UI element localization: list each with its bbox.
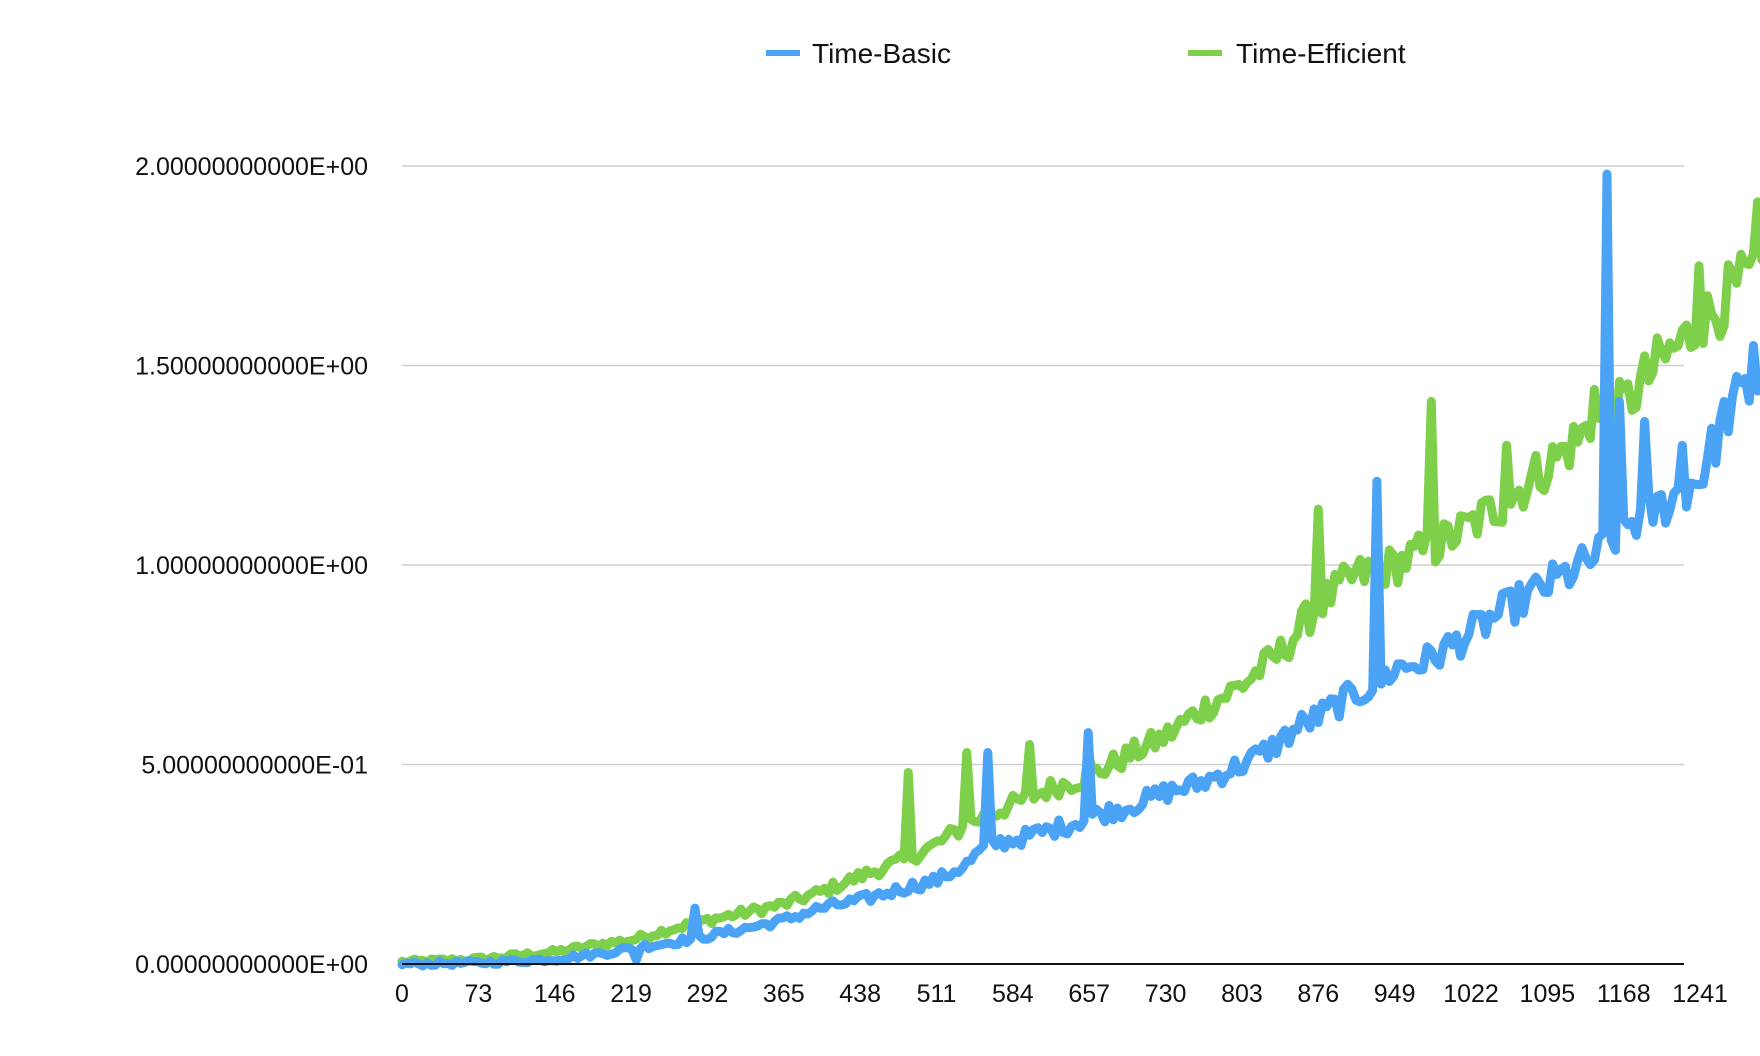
- x-tick-label: 1241: [1672, 980, 1728, 1008]
- chart-legend: Time-Basic Time-Efficient: [766, 38, 1406, 69]
- y-tick-labels: 0.00000000000E+00 5.00000000000E-01 1.0000…: [135, 153, 368, 979]
- x-tick-label: 1095: [1520, 980, 1576, 1008]
- x-tick-label: 657: [1068, 980, 1110, 1008]
- series-line-time-basic: [397, 169, 1760, 971]
- x-tick-label: 803: [1221, 980, 1263, 1008]
- x-tick-label: 949: [1374, 980, 1416, 1008]
- y-tick-label: 5.00000000000E-01: [141, 752, 368, 780]
- x-tick-label: 292: [687, 980, 729, 1008]
- x-tick-label: 584: [992, 980, 1034, 1008]
- x-tick-label: 1022: [1443, 980, 1499, 1008]
- x-tick-label: 0: [395, 980, 409, 1008]
- y-tick-label: 2.00000000000E+00: [135, 153, 368, 181]
- y-tick-label: 1.00000000000E+00: [135, 552, 368, 580]
- legend-label-time-efficient: Time-Efficient: [1236, 38, 1406, 69]
- x-tick-label: 146: [534, 980, 576, 1008]
- gridlines: [402, 165, 1684, 766]
- x-tick-label: 730: [1145, 980, 1187, 1008]
- x-tick-label: 73: [464, 980, 492, 1008]
- x-tick-label: 1168: [1597, 980, 1651, 1008]
- x-tick-label: 511: [917, 980, 957, 1008]
- x-tick-label: 438: [839, 980, 881, 1008]
- series-layer: [397, 169, 1760, 971]
- x-tick-label: 876: [1297, 980, 1339, 1008]
- x-tick-label: 365: [763, 980, 805, 1008]
- series-line-time-efficient: [397, 197, 1760, 968]
- y-tick-label: 1.50000000000E+00: [135, 353, 368, 381]
- legend-label-time-basic: Time-Basic: [812, 38, 951, 69]
- y-tick-label: 0.00000000000E+00: [135, 951, 368, 979]
- x-tick-labels: 0 73 146 219 292 365 438 511 584 657 730 803 876 949 1…: [395, 980, 1728, 1008]
- x-tick-label: 219: [610, 980, 652, 1008]
